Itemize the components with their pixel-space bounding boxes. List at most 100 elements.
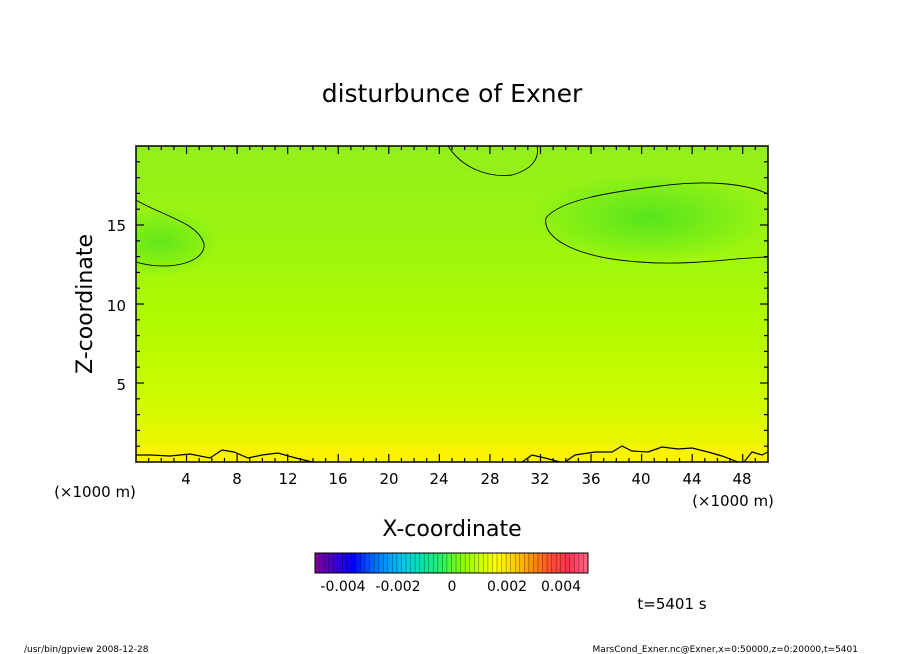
colorbar-swatch	[374, 553, 379, 573]
colorbar-swatch	[574, 553, 580, 573]
colorbar-swatch	[451, 553, 457, 573]
colorbar-swatch	[410, 553, 416, 573]
colorbar-swatch	[560, 553, 566, 573]
colorbar-swatch	[324, 553, 329, 573]
colorbar-swatch	[456, 553, 461, 573]
x-tick-label: 48	[732, 470, 751, 488]
colorbar-tick-label: 0.002	[487, 579, 527, 595]
y-tick-label: 5	[116, 376, 126, 394]
colorbar-swatch	[387, 553, 393, 573]
colorbar-swatch	[433, 553, 439, 573]
colorbar-swatch	[396, 553, 402, 573]
y-tick-label: 10	[107, 297, 126, 315]
colorbar-swatch	[333, 553, 339, 573]
colorbar-swatch	[542, 553, 548, 573]
colorbar-swatch	[565, 553, 571, 573]
colorbar-tick-label: -0.002	[375, 579, 420, 595]
colorbar-swatch	[478, 553, 484, 573]
colorbar-swatch	[497, 553, 502, 573]
colorbar-swatch	[383, 553, 389, 573]
x-tick-label: 24	[429, 470, 448, 488]
colorbar-swatch	[533, 553, 539, 573]
colorbar-swatch	[337, 553, 343, 573]
colorbar-swatch	[547, 553, 552, 573]
colorbar-swatch	[524, 553, 530, 573]
colorbar-swatch	[501, 553, 507, 573]
colorbar-tick-labels: -0.004 -0.002 0 0.002 0.004	[320, 579, 581, 595]
colorbar-swatch	[460, 553, 466, 573]
colorbar-swatch	[378, 553, 384, 573]
axis-ticks	[136, 146, 768, 462]
colorbar-swatch	[328, 553, 334, 573]
colorbar-swatch	[419, 553, 425, 573]
contour-upper-left	[136, 199, 205, 267]
field-min-upper-left	[136, 207, 220, 277]
colorbar-swatch	[483, 553, 489, 573]
colorbar-swatch	[351, 553, 357, 573]
colorbar-swatch	[442, 553, 448, 573]
colorbar-swatch	[342, 553, 348, 573]
colorbar-swatch	[415, 553, 420, 573]
colorbar-swatch	[446, 553, 452, 573]
colorbar-swatch	[465, 553, 470, 573]
footer-right: MarsCond_Exner.nc@Exner,x=0:50000,z=0:20…	[593, 645, 858, 654]
contour-upper-right	[545, 182, 768, 264]
time-label: t=5401 s	[637, 595, 706, 613]
colorbar-swatch	[424, 553, 430, 573]
colorbar-swatch	[392, 553, 398, 573]
colorbar-swatch	[346, 553, 352, 573]
colorbar-tick-label: -0.004	[320, 579, 365, 595]
x-tick-label: 20	[379, 470, 398, 488]
y-unit-label: (×1000 m)	[54, 483, 136, 501]
colorbar-tick-label: 0.004	[541, 579, 581, 595]
colorbar-swatch	[537, 553, 543, 573]
x-tick-label: 44	[682, 470, 701, 488]
colorbar-swatch	[469, 553, 475, 573]
x-tick-label: 8	[232, 470, 242, 488]
colorbar-swatch	[569, 553, 575, 573]
colorbar-tick-label: 0	[448, 579, 457, 595]
colorbar-swatch	[578, 553, 584, 573]
y-tick-labels: 5 10 15	[107, 217, 126, 394]
colorbar-swatch	[528, 553, 534, 573]
x-axis-label: X-coordinate	[382, 517, 521, 542]
plot-area	[136, 146, 768, 462]
colorbar-swatch	[360, 553, 366, 573]
colorbar-swatch	[355, 553, 361, 573]
x-tick-label: 32	[530, 470, 549, 488]
colorbar-swatch	[583, 553, 589, 573]
colorbar-swatch	[401, 553, 407, 573]
colorbar-swatch	[315, 553, 320, 573]
colorbar-swatch	[506, 553, 511, 573]
colorbar-swatch	[437, 553, 443, 573]
y-tick-label: 15	[107, 217, 126, 235]
colorbar-swatch	[556, 553, 561, 573]
colorbar-frame	[314, 552, 589, 574]
colorbar-swatch	[319, 553, 325, 573]
colorbar-swatch	[515, 553, 521, 573]
colorbar-swatch	[519, 553, 525, 573]
x-tick-label: 28	[480, 470, 499, 488]
x-tick-label: 40	[631, 470, 650, 488]
colorbar-swatch	[365, 553, 370, 573]
chart-title: disturbunce of Exner	[322, 79, 583, 108]
x-tick-label: 16	[328, 470, 347, 488]
colorbar-swatch	[369, 553, 375, 573]
colorbar-swatch	[487, 553, 493, 573]
x-tick-label: 36	[581, 470, 600, 488]
colorbar-swatch	[492, 553, 498, 573]
x-tick-label: 12	[278, 470, 297, 488]
colorbar	[314, 553, 589, 573]
colorbar-swatch	[510, 553, 516, 573]
contour-near-surface	[136, 445, 768, 462]
colorbar-swatch	[428, 553, 434, 573]
y-axis-label: Z-coordinate	[73, 234, 98, 374]
footer-left: /usr/bin/gpview 2008-12-28	[24, 645, 149, 654]
x-unit-label: (×1000 m)	[692, 492, 774, 510]
colorbar-swatch	[551, 553, 557, 573]
colorbar-swatch	[474, 553, 480, 573]
x-tick-label: 4	[181, 470, 191, 488]
field-min-upper-right	[530, 173, 768, 263]
x-tick-labels: 4 8 12 16 20 24 28 32 36 40 44 48	[181, 470, 751, 488]
